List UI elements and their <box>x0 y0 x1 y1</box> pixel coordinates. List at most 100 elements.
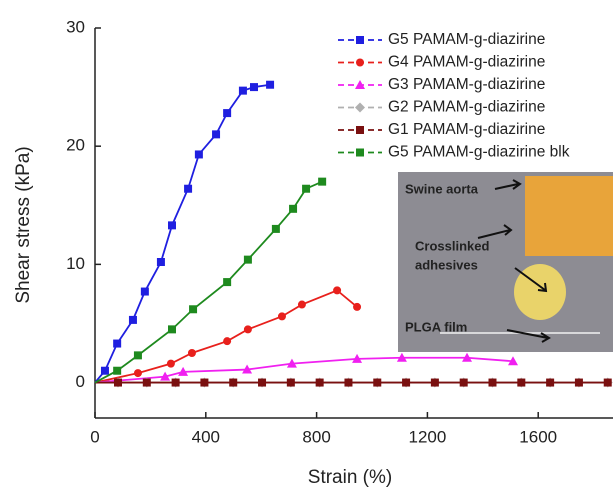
marker <box>352 353 363 363</box>
arrow <box>506 329 551 343</box>
marker <box>315 378 324 387</box>
marker <box>189 305 198 314</box>
series <box>94 80 275 384</box>
marker <box>171 378 180 387</box>
x-axis-label: Strain (%) <box>308 467 392 488</box>
marker <box>133 351 142 360</box>
marker <box>223 337 232 346</box>
series-line <box>94 356 514 384</box>
annotation: adhesives <box>415 257 478 272</box>
y-tick-label: 0 <box>76 372 85 391</box>
marker <box>238 86 247 95</box>
marker <box>212 130 221 139</box>
marker <box>356 126 364 134</box>
legend-label: G5 PAMAM-g-diazirine <box>388 31 545 48</box>
y-axis-label: Shear stress (kPa) <box>13 146 34 303</box>
legend: G5 PAMAM-g-diazirine G4 PAMAM-g-diazirine… <box>338 31 570 161</box>
x-tick-label: 1200 <box>408 427 446 446</box>
marker <box>178 366 189 376</box>
x-tick-label: 0 <box>90 427 99 446</box>
marker <box>297 300 306 309</box>
marker <box>356 36 364 44</box>
marker <box>402 378 411 387</box>
marker <box>187 349 196 357</box>
annotation: PLGA film <box>405 319 467 334</box>
series-line <box>94 180 323 384</box>
series <box>94 177 327 384</box>
marker <box>184 184 193 193</box>
marker <box>356 58 364 67</box>
marker <box>517 378 526 387</box>
marker <box>133 369 142 378</box>
marker <box>113 378 122 387</box>
marker <box>353 302 362 311</box>
series-line <box>94 289 358 384</box>
marker <box>488 378 497 387</box>
marker <box>271 224 280 233</box>
marker <box>289 204 298 213</box>
marker <box>250 83 259 92</box>
marker <box>286 378 295 387</box>
marker <box>318 177 327 186</box>
annotation: Crosslinked <box>415 238 489 253</box>
y-tick-label: 30 <box>66 17 85 36</box>
x-tick-label: 400 <box>192 427 220 446</box>
marker <box>242 364 253 374</box>
marker <box>142 378 151 387</box>
marker <box>430 378 439 387</box>
marker <box>243 255 252 264</box>
marker <box>355 102 365 113</box>
marker <box>277 312 286 321</box>
marker <box>113 339 122 348</box>
marker <box>266 80 275 89</box>
annotation: Swine aorta <box>405 181 479 196</box>
arrow <box>477 224 513 239</box>
series-line <box>94 83 271 384</box>
y-tick-label: 10 <box>66 254 85 273</box>
series <box>94 352 519 384</box>
marker <box>194 150 203 159</box>
marker <box>258 378 267 387</box>
inset-photo: Swine aorta Crosslinked adhesives PLGA f… <box>398 172 613 352</box>
marker <box>286 358 297 368</box>
x-tick-label: 800 <box>302 427 330 446</box>
marker <box>128 315 137 324</box>
marker <box>333 286 342 295</box>
marker <box>160 371 171 381</box>
marker <box>356 148 364 157</box>
marker <box>140 287 149 296</box>
marker <box>168 325 177 334</box>
marker <box>200 378 209 387</box>
marker <box>113 366 122 375</box>
legend-label: G5 PAMAM-g-diazirine blk <box>388 144 570 161</box>
marker <box>243 325 252 334</box>
marker <box>302 184 311 193</box>
marker <box>156 258 165 266</box>
marker <box>344 378 353 387</box>
series <box>95 378 612 387</box>
marker <box>546 378 555 387</box>
marker <box>166 359 175 368</box>
marker <box>100 366 109 375</box>
marker <box>459 378 468 387</box>
marker <box>462 352 473 362</box>
marker <box>355 80 365 89</box>
marker <box>168 221 177 230</box>
arrow <box>494 179 522 190</box>
x-tick-label: 1600 <box>519 427 557 446</box>
plot-area <box>94 80 613 388</box>
series <box>94 286 362 384</box>
legend-label: G1 PAMAM-g-diazirine <box>388 121 545 138</box>
legend-label: G4 PAMAM-g-diazirine <box>388 54 545 71</box>
marker <box>373 378 382 387</box>
legend-label: G2 PAMAM-g-diazirine <box>388 99 545 116</box>
marker <box>603 378 612 387</box>
aorta-tissue <box>525 176 613 256</box>
marker <box>223 109 232 118</box>
arrow <box>514 267 548 293</box>
marker <box>574 378 583 387</box>
marker <box>223 278 232 287</box>
y-tick-label: 20 <box>66 136 85 155</box>
marker <box>229 378 238 387</box>
